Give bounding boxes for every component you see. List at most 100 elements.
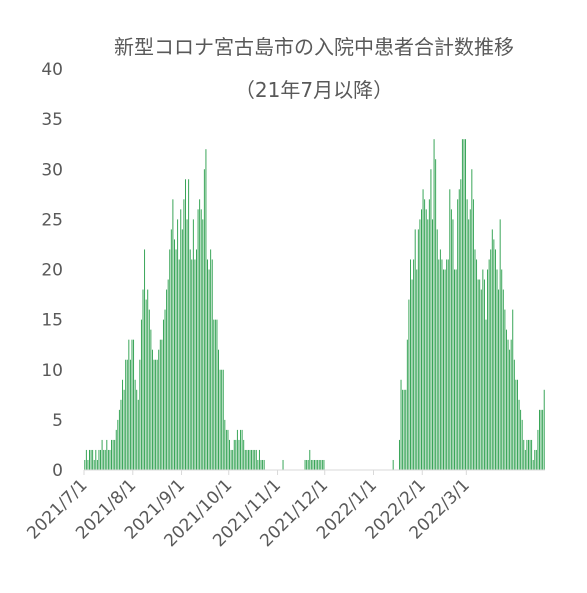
bar — [260, 459, 262, 470]
bar — [186, 219, 188, 471]
bar — [526, 439, 528, 470]
bar — [229, 439, 231, 470]
bar — [463, 139, 465, 470]
bar — [150, 329, 152, 470]
bar — [133, 339, 135, 470]
bar — [148, 309, 150, 470]
bar — [257, 459, 259, 470]
bar — [129, 359, 131, 470]
bar — [125, 359, 127, 470]
bar — [424, 199, 426, 470]
bar — [137, 399, 139, 470]
x-axis-ticks: 2021/7/12021/8/12021/9/12021/10/12021/11… — [23, 470, 474, 551]
bar — [251, 449, 253, 470]
bar — [172, 199, 174, 470]
bar — [534, 449, 536, 470]
bar — [151, 349, 153, 470]
bar — [411, 279, 413, 470]
bar — [114, 439, 116, 470]
bar — [178, 259, 180, 470]
bar — [417, 229, 419, 470]
bar — [155, 359, 157, 470]
bar — [439, 249, 441, 470]
bar — [309, 449, 311, 470]
bar — [457, 199, 459, 470]
bar — [430, 169, 432, 470]
bar — [258, 449, 260, 470]
bar — [147, 289, 149, 470]
bar — [164, 309, 166, 470]
bar — [529, 439, 531, 470]
bar — [502, 289, 504, 470]
bar — [156, 359, 158, 470]
bar — [181, 229, 183, 470]
bar — [408, 299, 410, 470]
bar — [532, 459, 534, 470]
bar — [443, 269, 444, 470]
bar — [504, 309, 506, 470]
bar — [262, 459, 264, 470]
bar — [236, 429, 238, 470]
bar — [230, 449, 232, 470]
bar — [153, 359, 155, 470]
bar — [482, 269, 484, 470]
bar — [85, 449, 87, 470]
bar — [518, 399, 520, 470]
bar — [402, 389, 404, 470]
bar — [539, 409, 540, 470]
bar — [254, 449, 256, 470]
bar — [185, 179, 186, 470]
bar — [210, 249, 212, 470]
bar — [196, 249, 197, 470]
bar — [233, 439, 235, 470]
bar — [200, 209, 202, 470]
bar — [450, 209, 452, 470]
bar — [454, 269, 455, 470]
bar — [490, 249, 492, 470]
bar — [115, 429, 117, 470]
bar — [427, 219, 429, 471]
bar — [197, 209, 199, 470]
bar — [219, 369, 221, 470]
bar — [92, 449, 94, 470]
bar — [542, 409, 544, 470]
bar — [419, 219, 421, 471]
bar — [106, 439, 108, 470]
bar — [118, 409, 120, 470]
bar — [93, 459, 95, 470]
bar — [112, 439, 114, 470]
bar — [479, 279, 481, 470]
bar — [174, 239, 175, 470]
bar — [432, 219, 433, 471]
bar — [446, 259, 448, 470]
bar — [205, 149, 207, 470]
bar — [107, 449, 109, 470]
bar — [167, 279, 169, 470]
bar — [392, 459, 394, 470]
bar — [222, 369, 224, 470]
bar — [317, 459, 319, 470]
bar — [323, 459, 325, 470]
bar — [87, 459, 89, 470]
bar — [225, 429, 227, 470]
bar — [499, 219, 501, 471]
y-tick-label: 5 — [52, 411, 63, 431]
bar — [524, 449, 526, 470]
bar — [441, 259, 443, 470]
bar — [455, 269, 457, 470]
y-tick-label: 10 — [41, 361, 63, 381]
bar — [235, 439, 237, 470]
bar — [208, 269, 210, 470]
bar — [224, 419, 226, 471]
bar — [131, 339, 133, 470]
bar — [515, 379, 517, 470]
y-tick-label: 35 — [41, 110, 63, 130]
y-tick-label: 15 — [41, 311, 63, 331]
bar — [477, 279, 479, 470]
bar — [520, 409, 522, 470]
bar — [101, 439, 103, 470]
bar — [166, 289, 168, 470]
bar — [535, 449, 537, 470]
bar — [438, 259, 440, 470]
